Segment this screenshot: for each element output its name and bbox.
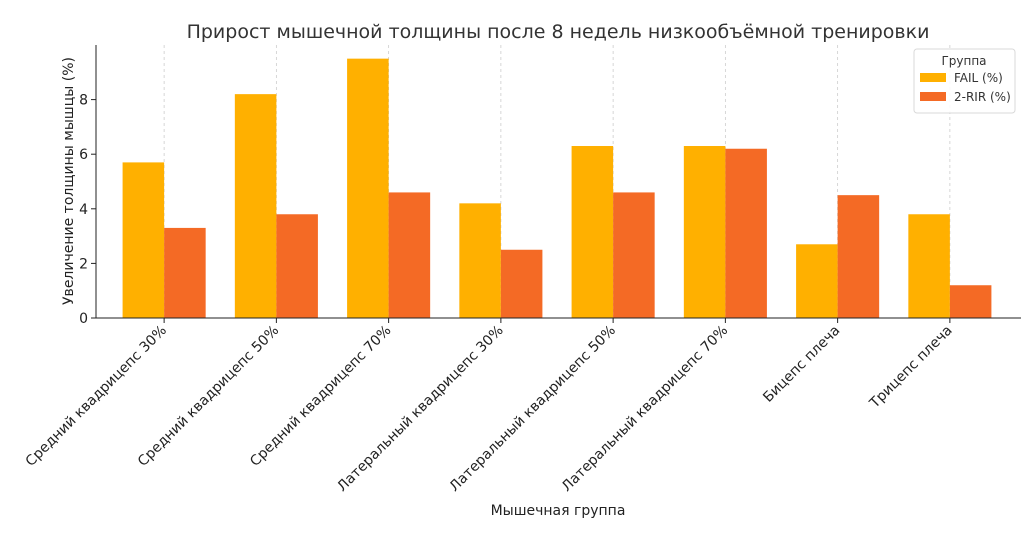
bar-fail — [571, 146, 614, 318]
x-tick-label: Бицепс плеча — [760, 323, 843, 406]
y-axis-label: Увеличение толщины мышцы (%) — [61, 57, 77, 305]
x-ticks: Средний квадрицепс 30%Средний квадрицепс… — [23, 318, 956, 495]
bar-2rir — [500, 249, 543, 318]
y-tick-label: 8 — [79, 93, 88, 109]
x-axis-label: Мышечная группа — [491, 503, 626, 519]
y-tick-label: 6 — [79, 147, 88, 163]
y-tick-label: 2 — [79, 256, 88, 272]
x-tick-label: Трицепс плеча — [866, 323, 955, 412]
bar-2rir — [276, 214, 318, 318]
legend: Группа FAIL (%) 2-RIR (%) — [913, 48, 1016, 114]
bar-2rir — [388, 192, 431, 318]
legend-title: Группа — [941, 54, 986, 68]
legend-swatch-2rir — [920, 92, 946, 101]
bar-fail — [234, 94, 277, 318]
bar-2rir — [613, 192, 655, 318]
bar-2rir — [164, 227, 206, 318]
y-tick-label: 0 — [79, 311, 88, 327]
bar-2rir — [837, 195, 880, 318]
bar-fail — [683, 146, 726, 318]
bar-fail — [347, 58, 389, 319]
bar-fail — [459, 203, 501, 318]
bar-2rir — [949, 285, 992, 318]
y-tick-label: 4 — [79, 202, 88, 218]
y-ticks: 0 2 4 6 8 — [79, 93, 96, 327]
legend-label-2rir: 2-RIR (%) — [954, 90, 1011, 104]
bar-fail — [122, 162, 165, 318]
legend-label-fail: FAIL (%) — [954, 71, 1003, 85]
bar-2rir — [725, 148, 767, 318]
bar-fail — [796, 244, 838, 318]
bars — [122, 58, 992, 319]
legend-swatch-fail — [920, 73, 946, 82]
chart-title: Прирост мышечной толщины после 8 недель … — [187, 21, 930, 43]
bar-fail — [908, 214, 950, 318]
